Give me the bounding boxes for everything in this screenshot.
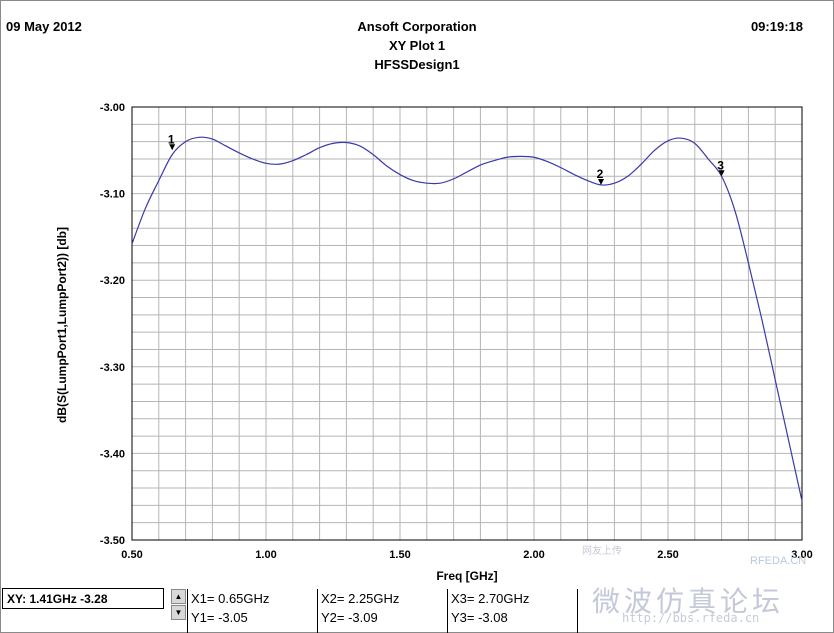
marker-1-icon: [169, 144, 176, 151]
y-tick-label: -3.40: [100, 448, 125, 460]
marker-3-x: X3= 2.70GHz: [451, 591, 530, 606]
marker-3-y: Y3= -3.08: [451, 610, 508, 625]
y-tick-label: -3.50: [100, 535, 125, 547]
marker-2-y: Y2= -3.09: [321, 610, 378, 625]
y-tick-label: -3.10: [100, 189, 125, 201]
y-tick-label: -3.20: [100, 275, 125, 287]
marker-2-label: 2: [597, 167, 604, 181]
marker-1-x: X1= 0.65GHz: [191, 591, 270, 606]
grid: [132, 107, 802, 540]
spin-down-icon[interactable]: ▼: [171, 605, 186, 620]
marker-table: X1= 0.65GHz Y1= -3.05 X2= 2.25GHz Y2= -3…: [187, 589, 578, 633]
plot-area-border: [131, 106, 803, 541]
plot-title: XY Plot 1: [388, 38, 446, 53]
marker-3-label: 3: [717, 158, 724, 172]
marker-1-label: 1: [168, 132, 175, 146]
watermark-brand: RFEDA.CN: [750, 555, 807, 567]
x-tick-label: 2.50: [657, 549, 678, 561]
y-axis-label: dB(S(LumpPort1,LumpPort2)) [db]: [55, 227, 69, 423]
design-label: HFSSDesign1: [374, 57, 460, 72]
watermark-forum: 微波仿真论坛: [592, 585, 785, 618]
time-label: 09:19:18: [750, 19, 803, 34]
date-label: 09 May 2012: [6, 19, 82, 34]
company-label: Ansoft Corporation: [357, 19, 477, 34]
y-tick-label: -3.30: [100, 362, 125, 374]
marker-cell-2: X2= 2.25GHz Y2= -3.09: [318, 589, 448, 633]
marker-2-icon: [598, 178, 604, 185]
watermark-url: http://bbs.rfeda.cn: [622, 611, 760, 625]
x-tick-label: 1.00: [255, 549, 276, 561]
marker-table-spinner[interactable]: ▲ ▼: [171, 589, 186, 633]
marker-3-icon: [718, 170, 725, 177]
spin-up-icon[interactable]: ▲: [171, 589, 186, 604]
watermark-upload: 网友上传: [582, 546, 622, 557]
x-axis-label: Freq [GHz]: [436, 569, 497, 583]
marker-1-y: Y1= -3.05: [191, 610, 248, 625]
markers[interactable]: 1 2 3: [168, 132, 725, 185]
marker-cell-1: X1= 0.65GHz Y1= -3.05: [188, 589, 318, 633]
x-tick-label: 2.00: [523, 549, 544, 561]
y-tick-label: -3.00: [100, 102, 125, 114]
marker-2-x: X2= 2.25GHz: [321, 591, 400, 606]
marker-cell-3: X3= 2.70GHz Y3= -3.08: [448, 589, 578, 633]
cursor-readout: XY: 1.41GHz -3.28: [2, 588, 164, 609]
x-tick-label: 0.50: [121, 549, 142, 561]
series-line: [131, 136, 803, 502]
x-tick-label: 3.00: [791, 549, 812, 561]
x-tick-label: 1.50: [389, 549, 410, 561]
ticks: 0.50 1.00 1.50 2.00 2.50 3.00 -3.00 -3.10 -3.20 -…: [100, 102, 813, 561]
